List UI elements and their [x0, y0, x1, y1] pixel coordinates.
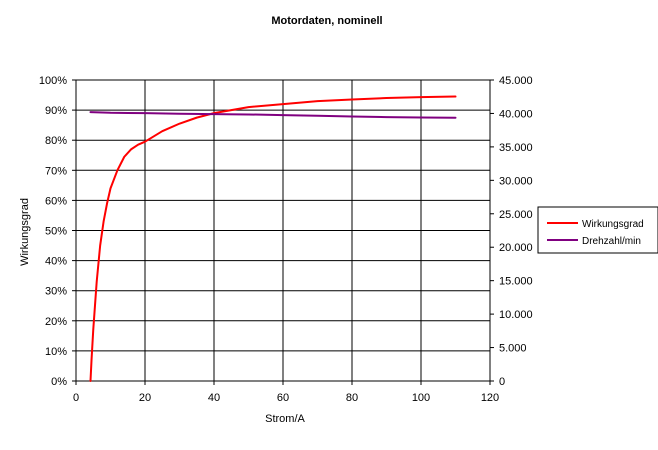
- x-tick-label: 20: [139, 392, 151, 404]
- y2-tick-label: 40.000: [499, 108, 533, 120]
- y2-tick-label: 20.000: [499, 242, 533, 254]
- y-tick-label: 60%: [45, 195, 67, 207]
- y-tick-label: 10%: [45, 346, 67, 358]
- y-tick-label: 20%: [45, 316, 67, 328]
- y-tick-label: 50%: [45, 226, 67, 238]
- y2-tick-label: 15.000: [499, 276, 533, 288]
- y-axis-right-ticks: 0 5.000 10.000 15.000 20.000 25.000 30.000 35.0…: [490, 75, 533, 388]
- legend-label-drehzahl: Drehzahl/min: [582, 236, 641, 247]
- y-axis-title: Wirkungsgrad: [19, 198, 31, 266]
- y2-tick-label: 5.000: [499, 343, 527, 355]
- y-tick-label: 100%: [39, 75, 67, 87]
- series-line-wirkungsgrad: [89, 95, 457, 382]
- x-axis-ticks: 0 20 40 60 80 100 120: [73, 381, 499, 404]
- legend: Wirkungsgrad Drehzahl/min: [537, 206, 658, 254]
- legend-box: [537, 206, 658, 254]
- y-tick-label: 30%: [45, 286, 67, 298]
- chart-title: Motordaten, nominell: [271, 15, 382, 27]
- x-axis-title: Strom/A: [265, 413, 305, 425]
- y2-tick-label: 0: [499, 376, 505, 388]
- y2-tick-label: 45.000: [499, 75, 533, 87]
- y-tick-label: 40%: [45, 256, 67, 268]
- x-tick-label: 120: [481, 392, 499, 404]
- legend-label-wirkungsgrad: Wirkungsgrad: [582, 219, 644, 230]
- series-lines: [89, 95, 457, 382]
- series-line-drehzahl-min: [89, 111, 457, 119]
- y2-tick-label: 25.000: [499, 209, 533, 221]
- y2-tick-label: 35.000: [499, 142, 533, 154]
- x-tick-label: 60: [277, 392, 289, 404]
- x-tick-label: 40: [208, 392, 220, 404]
- x-tick-label: 0: [73, 392, 79, 404]
- x-tick-label: 100: [412, 392, 430, 404]
- y-axis-left-ticks: 0% 10% 20% 30% 40% 50% 60% 70% 80% 90% 100%: [39, 75, 76, 388]
- y-tick-label: 0%: [51, 376, 67, 388]
- y-tick-label: 80%: [45, 135, 67, 147]
- y-tick-label: 70%: [45, 165, 67, 177]
- y2-tick-label: 30.000: [499, 175, 533, 187]
- x-tick-label: 80: [346, 392, 358, 404]
- y-tick-label: 90%: [45, 105, 67, 117]
- y2-tick-label: 10.000: [499, 309, 533, 321]
